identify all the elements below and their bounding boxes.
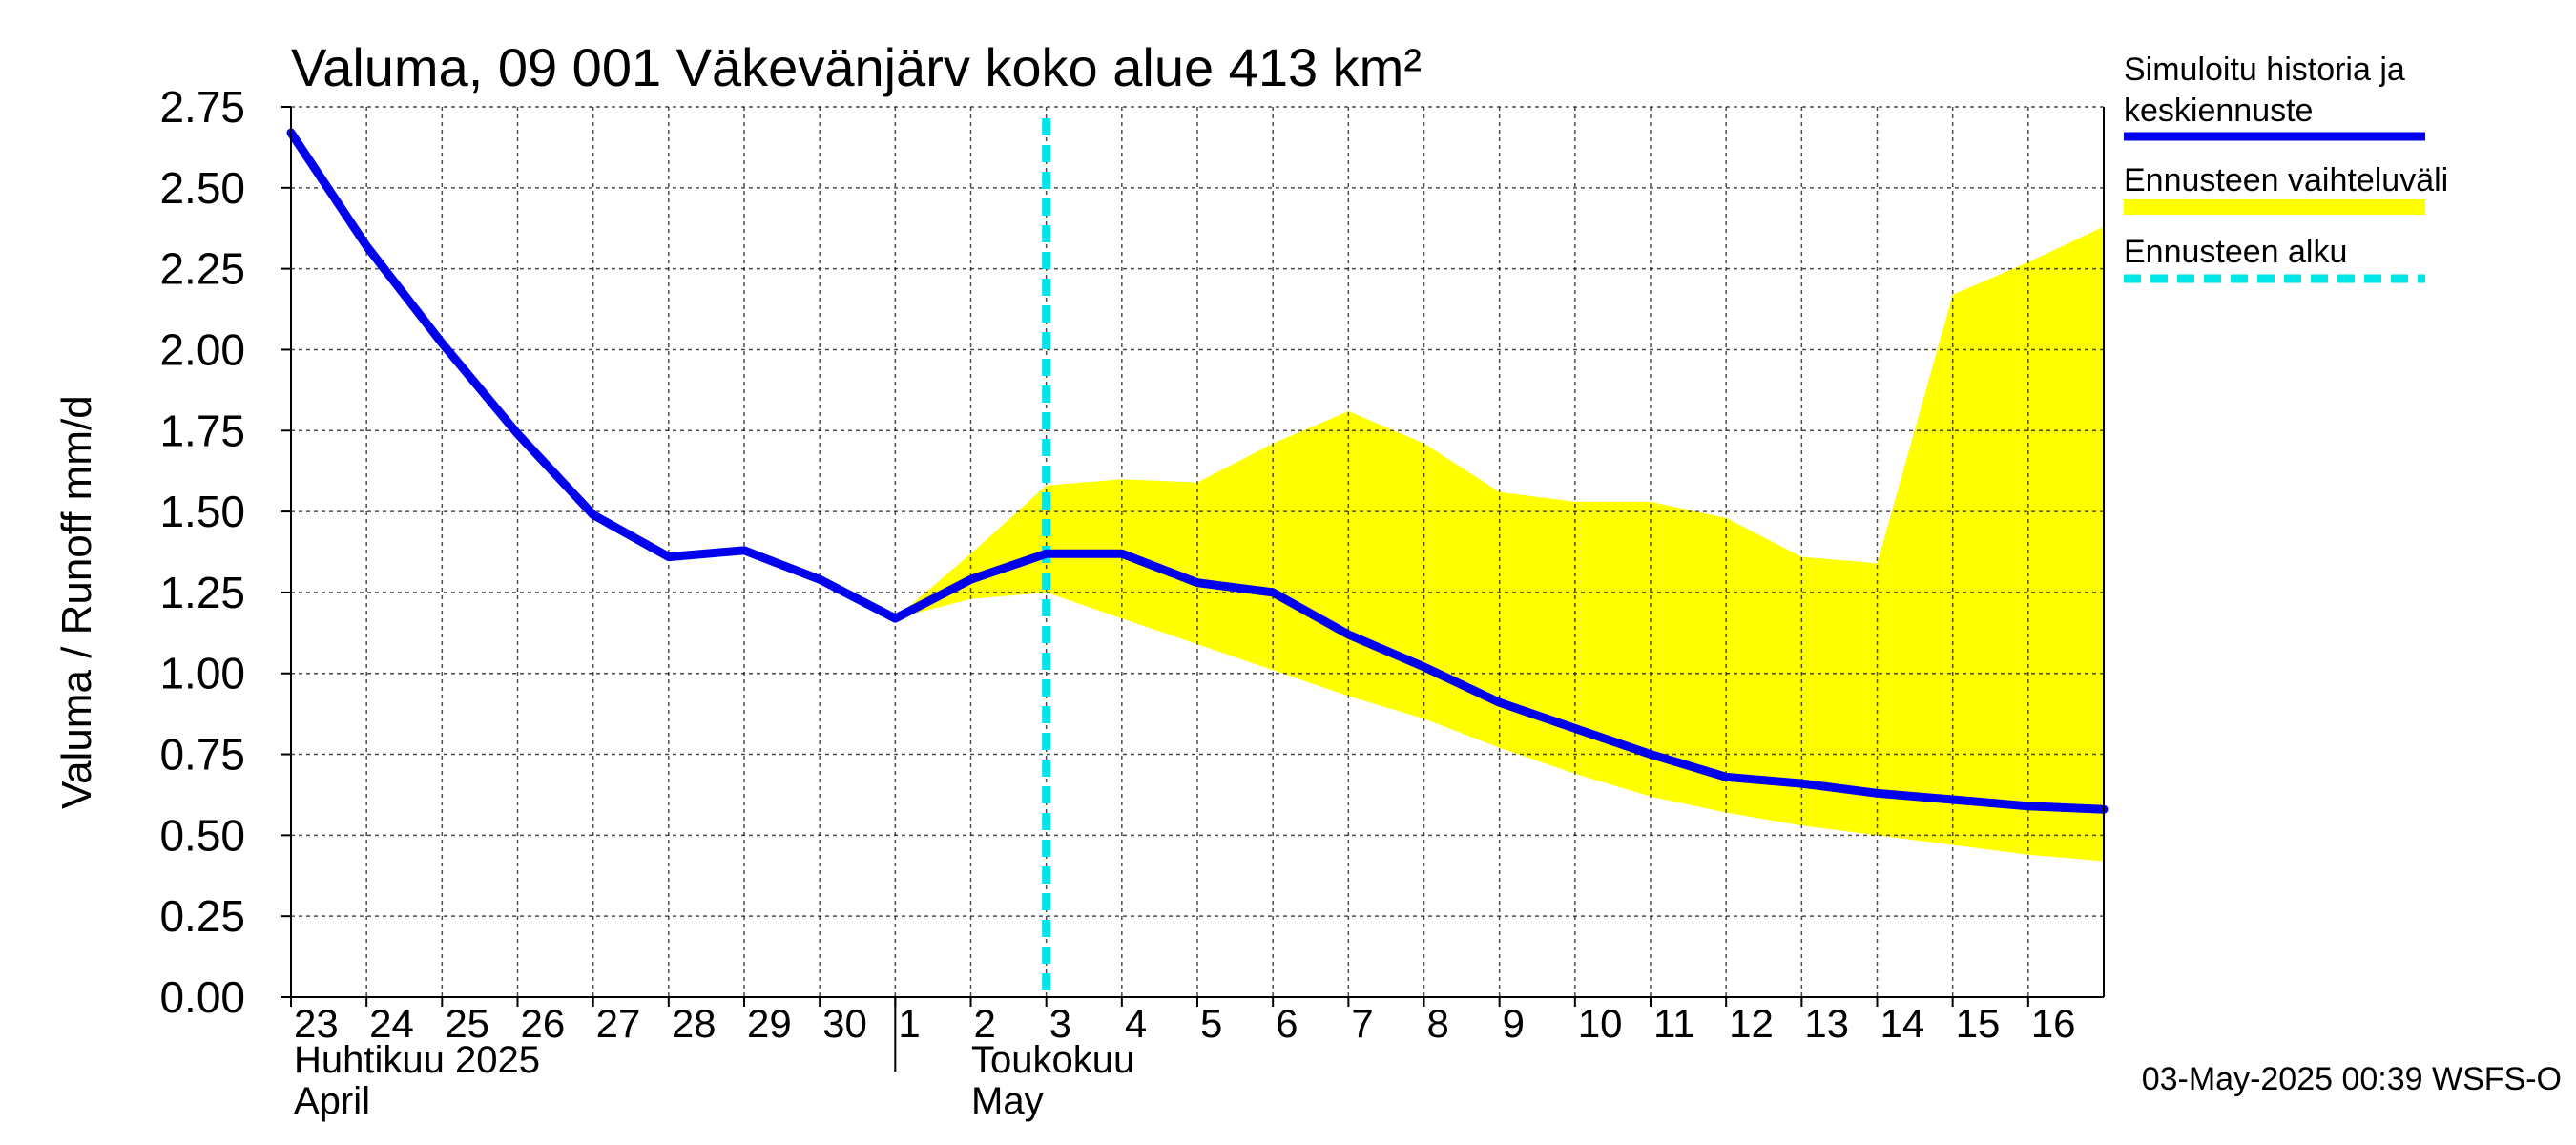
x-tick-label: 27 (596, 1001, 641, 1046)
x-tick-label: 30 (822, 1001, 867, 1046)
x-tick-label: 16 (2031, 1001, 2076, 1046)
month-label-april-line2: April (294, 1080, 370, 1122)
x-tick-label: 23 (294, 1001, 339, 1046)
x-tick-label: 3 (1049, 1001, 1071, 1046)
y-axis-label: Valuma / Runoff mm/d (53, 395, 100, 809)
x-tick-label: 12 (1729, 1001, 1774, 1046)
legend-item-mean-line2: keskiennuste (2124, 93, 2313, 129)
grid-layer (290, 106, 2104, 998)
footer-timestamp: 03-May-2025 00:39 WSFS-O (2142, 1061, 2562, 1097)
month-label-may-line1: Toukokuu (971, 1039, 1134, 1081)
x-tick-label: 11 (1653, 1001, 1695, 1046)
series-layer (286, 128, 2109, 814)
x-tick-label: 7 (1351, 1001, 1373, 1046)
x-tick-label: 6 (1276, 1001, 1298, 1046)
x-tick-label: 9 (1503, 1001, 1525, 1046)
x-tick-label: 28 (672, 1001, 717, 1046)
month-labels: Huhtikuu 2025 April Toukokuu May (294, 1039, 1134, 1122)
y-tick-label: 2.75 (159, 82, 245, 132)
x-tick-label: 26 (521, 1001, 566, 1046)
x-tick-label: 29 (747, 1001, 792, 1046)
y-tick-label: 2.25 (159, 244, 245, 294)
y-tick-label: 1.50 (159, 487, 245, 536)
y-tick-label: 0.50 (159, 810, 245, 860)
y-tick-label: 1.25 (159, 568, 245, 617)
x-tick-label: 14 (1880, 1001, 1925, 1046)
y-tick-label: 0.75 (159, 730, 245, 780)
x-tick-label: 4 (1125, 1001, 1147, 1046)
x-tick-label: 13 (1804, 1001, 1849, 1046)
legend-item-mean-line1: Simuloitu historia ja (2124, 52, 2405, 88)
x-tick-label: 10 (1578, 1001, 1623, 1046)
x-tick-label: 24 (369, 1001, 414, 1046)
x-tick-label: 25 (445, 1001, 489, 1046)
legend-item-forecast-start: Ennusteen alku (2124, 234, 2347, 270)
month-label-april-line1: Huhtikuu 2025 (294, 1039, 540, 1081)
x-tick-label: 8 (1427, 1001, 1449, 1046)
chart-title: Valuma, 09 001 Väkevänjärv koko alue 413… (291, 37, 1422, 97)
y-tick-label: 0.25 (159, 891, 245, 941)
y-tick-label: 0.00 (159, 972, 245, 1022)
ticks-layer: 0.00 0.25 0.50 0.75 1.00 1.25 1.50 1.75 2.00 2.25… (159, 82, 2076, 1072)
y-tick-label: 1.00 (159, 649, 245, 698)
y-tick-label: 2.00 (159, 324, 245, 374)
x-tick-label: 5 (1200, 1001, 1222, 1046)
series-line-mean (286, 128, 2109, 814)
month-label-may-line2: May (971, 1080, 1044, 1122)
legend: Simuloitu historia ja keskiennuste Ennus… (2124, 52, 2448, 283)
y-tick-label: 2.50 (159, 163, 245, 213)
x-tick-label: 2 (974, 1001, 996, 1046)
x-tick-label: 1 (898, 1001, 920, 1046)
legend-item-range: Ennusteen vaihteluväli (2124, 162, 2448, 198)
y-tick-label: 1.75 (159, 406, 245, 455)
x-tick-label: 15 (1956, 1001, 2001, 1046)
